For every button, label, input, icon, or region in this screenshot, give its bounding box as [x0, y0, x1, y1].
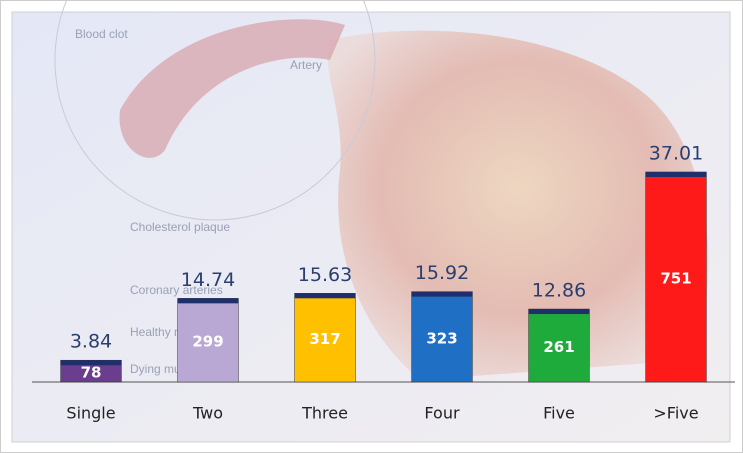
x-tick-label: >Five [653, 404, 698, 423]
x-tick-label: Four [424, 404, 460, 423]
value-label: 14.74 [181, 269, 235, 291]
x-tick-label: Two [192, 404, 223, 423]
bar [645, 171, 707, 383]
bar-cap [177, 298, 239, 304]
bar-cap [528, 309, 590, 315]
value-label: 12.86 [532, 280, 586, 302]
background-label: Blood clot [75, 27, 128, 41]
background-label: Cholesterol plaque [130, 220, 230, 234]
count-label: 78 [81, 364, 102, 382]
value-label: 15.63 [298, 264, 352, 286]
bar-cap [60, 360, 122, 366]
bar [177, 298, 239, 383]
bar-cap [294, 293, 356, 299]
count-label: 323 [426, 329, 457, 347]
value-label: 15.92 [415, 262, 469, 284]
bar-cap [411, 291, 473, 297]
background-label: Artery [290, 58, 322, 72]
count-label: 261 [543, 338, 574, 356]
value-label: 37.01 [649, 142, 703, 164]
bar-cap [645, 171, 707, 177]
x-tick-label: Five [543, 404, 575, 423]
count-label: 751 [660, 269, 691, 287]
artery-illustration [119, 19, 345, 158]
x-tick-label: Single [66, 404, 115, 423]
count-label: 299 [192, 333, 223, 351]
background-label: Coronary arteries [130, 283, 223, 297]
value-label: 3.84 [70, 331, 112, 353]
bar [411, 291, 473, 383]
count-label: 317 [309, 330, 340, 348]
x-tick-label: Three [301, 404, 348, 423]
bar [294, 293, 356, 383]
artery-circle [54, 0, 376, 221]
bar [528, 308, 590, 383]
